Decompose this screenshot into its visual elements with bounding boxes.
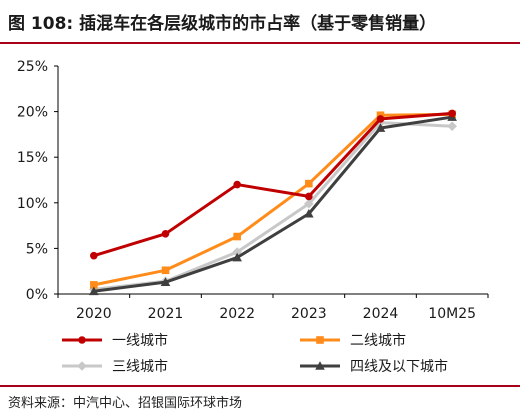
legend-marker — [316, 336, 324, 344]
legend-marker — [77, 361, 87, 371]
x-tick-label: 2023 — [291, 306, 327, 322]
data-point-tier4 — [304, 208, 314, 218]
y-tick-label: 15% — [17, 150, 48, 166]
legend-label: 四线及以下城市 — [350, 358, 448, 375]
y-tick-label: 10% — [17, 196, 48, 212]
source-divider — [0, 385, 520, 387]
data-point-tier2 — [161, 266, 170, 275]
data-point-tier2 — [233, 232, 241, 241]
series-line-tier3 — [93, 121, 453, 291]
y-tick-label: 20% — [17, 105, 48, 121]
legend-label: 二线城市 — [350, 332, 406, 349]
legend-marker — [315, 361, 325, 370]
y-tick-label: 5% — [26, 241, 48, 257]
data-point-tier3 — [304, 198, 314, 209]
series-line-tier2 — [93, 112, 453, 287]
source-note: 资料来源：中汽中心、招银国际环球市场 — [8, 396, 243, 411]
x-tick-label: 2022 — [219, 306, 255, 322]
data-point-tier4 — [232, 252, 242, 262]
data-point-tier2 — [90, 281, 98, 289]
data-point-tier4 — [160, 277, 171, 286]
x-tick-label: 2021 — [148, 306, 184, 322]
title-divider — [0, 42, 520, 44]
data-point-tier1 — [233, 180, 241, 189]
y-tick-label: 0% — [26, 287, 48, 303]
data-point-tier1 — [448, 109, 456, 118]
data-point-tier4 — [89, 286, 99, 296]
data-point-tier4 — [375, 123, 386, 132]
legend-label: 一线城市 — [112, 332, 168, 349]
legend-marker — [78, 336, 86, 344]
line-chart: 0% 5% 10% 15% 20% 25% 2020 2021 2022 2023 2024 10M2… — [17, 59, 489, 375]
legend-label: 三线城市 — [112, 358, 168, 375]
data-point-tier1 — [90, 251, 98, 260]
series-line-tier4 — [93, 115, 453, 293]
data-point-tier1 — [305, 192, 313, 201]
data-point-tier2 — [305, 179, 313, 188]
x-tick-label: 10M25 — [428, 306, 476, 322]
figure-title: 图 108: 插混车在各层级城市的市占率（基于零售销量） — [8, 13, 437, 34]
data-point-tier1 — [376, 115, 385, 123]
x-tick-label: 2020 — [76, 306, 112, 322]
series-line-tier1 — [93, 111, 453, 258]
x-tick-label: 2024 — [363, 306, 399, 322]
y-tick-label: 25% — [17, 59, 48, 75]
data-point-tier1 — [161, 230, 170, 238]
data-point-tier3 — [447, 121, 457, 131]
data-point-tier3 — [232, 247, 242, 257]
